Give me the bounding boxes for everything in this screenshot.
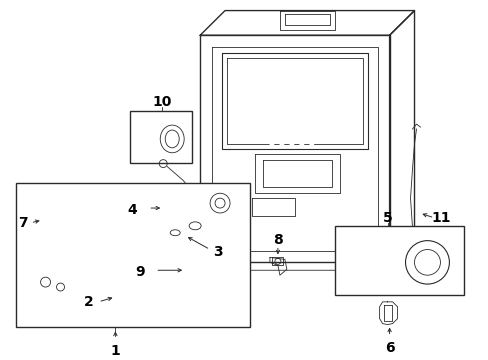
Circle shape [299,141,304,146]
Text: 10: 10 [152,95,172,109]
Text: 2: 2 [83,295,93,309]
Circle shape [299,131,304,136]
Circle shape [309,131,314,136]
Ellipse shape [170,230,180,236]
Circle shape [289,136,294,141]
Circle shape [289,141,294,146]
Bar [16,183,249,327]
Circle shape [269,136,274,141]
Bar [130,111,192,163]
Circle shape [309,136,314,141]
Bar [334,226,464,295]
Text: 5: 5 [382,211,392,225]
Circle shape [269,141,274,146]
Circle shape [289,131,294,136]
Circle shape [269,131,274,136]
Circle shape [299,136,304,141]
Text: 11: 11 [431,211,450,225]
Ellipse shape [189,222,201,230]
Ellipse shape [160,125,184,153]
Text: 3: 3 [213,246,223,260]
Text: 7: 7 [18,216,27,230]
Text: 8: 8 [272,233,282,247]
Ellipse shape [165,130,179,148]
Text: 4: 4 [127,203,137,217]
Circle shape [279,141,284,146]
Circle shape [279,136,284,141]
Text: 6: 6 [384,341,394,355]
Text: 1: 1 [110,344,120,358]
Circle shape [279,131,284,136]
Text: 9: 9 [135,265,145,279]
Circle shape [309,141,314,146]
